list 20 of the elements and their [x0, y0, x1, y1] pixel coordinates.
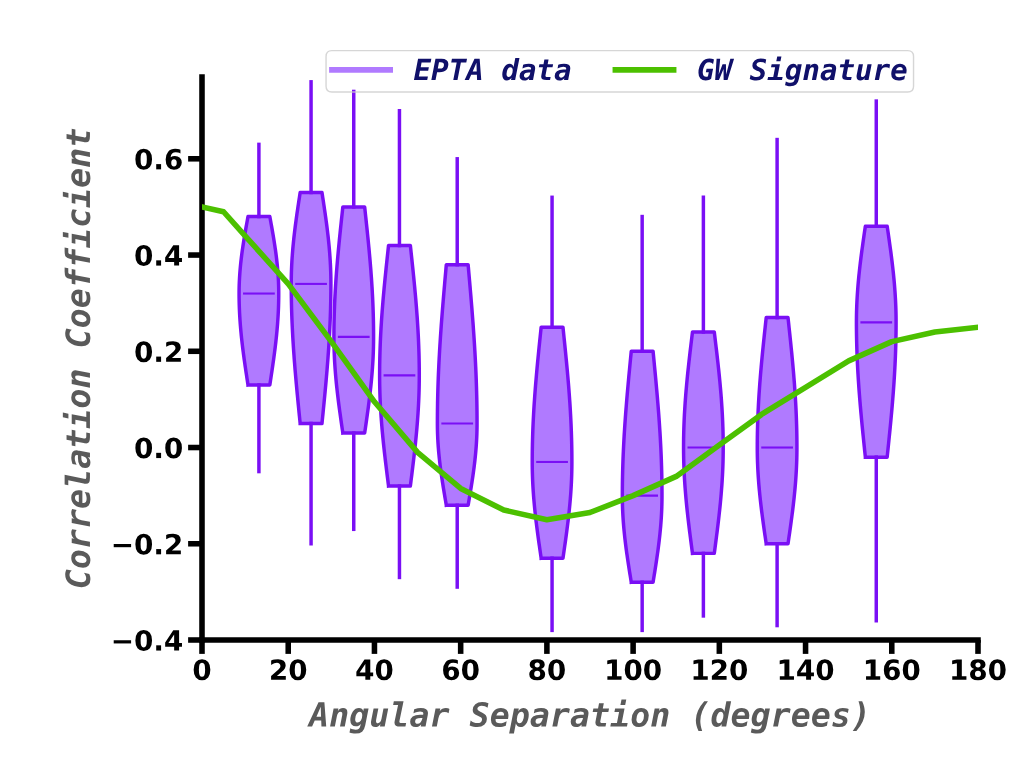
x-tick-label: 120: [693, 659, 747, 681]
legend-label: GW Signature: [698, 56, 907, 87]
y-tick-label: 0.4: [135, 244, 182, 266]
x-tick-label: 60: [443, 659, 479, 681]
x-tick-label: 160: [865, 659, 920, 681]
y-tick-label: 0.6: [135, 148, 182, 170]
y-tick-label: −0.4: [113, 629, 182, 651]
x-axis-title: Angular Separation (degrees): [307, 699, 865, 734]
x-tick-label: 0: [193, 659, 211, 681]
y-tick-label: 0.2: [135, 341, 181, 363]
x-tick-label: 40: [356, 659, 393, 681]
y-tick-label: 0.0: [135, 437, 182, 459]
y-axis-title: Correlation Coefficient: [62, 128, 91, 588]
x-tick-label: 100: [607, 659, 661, 681]
legend-label: EPTA data: [413, 57, 571, 81]
x-tick-label: 140: [779, 659, 834, 681]
x-tick-label: 20: [271, 659, 307, 681]
y-tick-label: −0.2: [113, 533, 181, 555]
x-tick-label: 80: [529, 659, 565, 681]
x-tick-label: 180: [952, 659, 1006, 681]
